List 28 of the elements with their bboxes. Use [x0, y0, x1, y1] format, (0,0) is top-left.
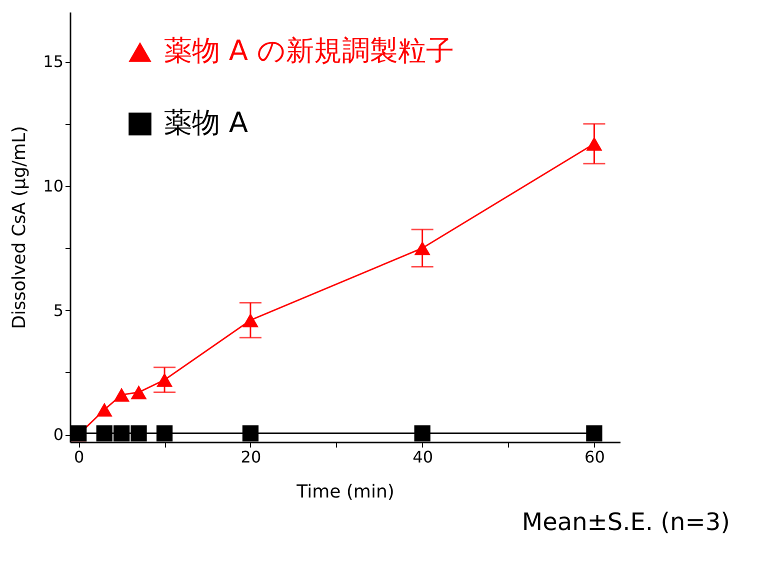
point	[156, 372, 173, 387]
y-tick-label: 15	[43, 52, 64, 72]
legend-label: 薬物 A の新規調製粒子	[164, 34, 454, 67]
point	[70, 425, 87, 442]
point	[114, 388, 130, 402]
y-tick-label: 10	[43, 176, 64, 196]
x-tick-label: 20	[240, 448, 262, 466]
x-tick-label: 40	[412, 448, 434, 466]
point	[156, 425, 173, 442]
legend-label: 薬物 A	[164, 106, 248, 139]
point	[96, 402, 112, 417]
y-tick-label: 0	[53, 425, 64, 444]
point	[586, 136, 602, 151]
point	[414, 241, 430, 256]
point	[130, 385, 147, 400]
point	[242, 313, 259, 328]
y-axis-title: Dissolved CsA (μg/mL)	[9, 126, 30, 330]
text: Mean±S.E. (n=3)	[522, 508, 730, 536]
point	[414, 425, 430, 442]
point	[586, 425, 602, 442]
y-tick-label: 5	[53, 300, 64, 320]
point	[96, 425, 112, 442]
point	[242, 425, 259, 442]
x-tick-label: 60	[584, 448, 605, 466]
point	[130, 425, 147, 442]
x-tick-label: 0	[74, 448, 84, 466]
point	[114, 425, 130, 442]
x-axis-title: Time (min)	[296, 482, 394, 502]
